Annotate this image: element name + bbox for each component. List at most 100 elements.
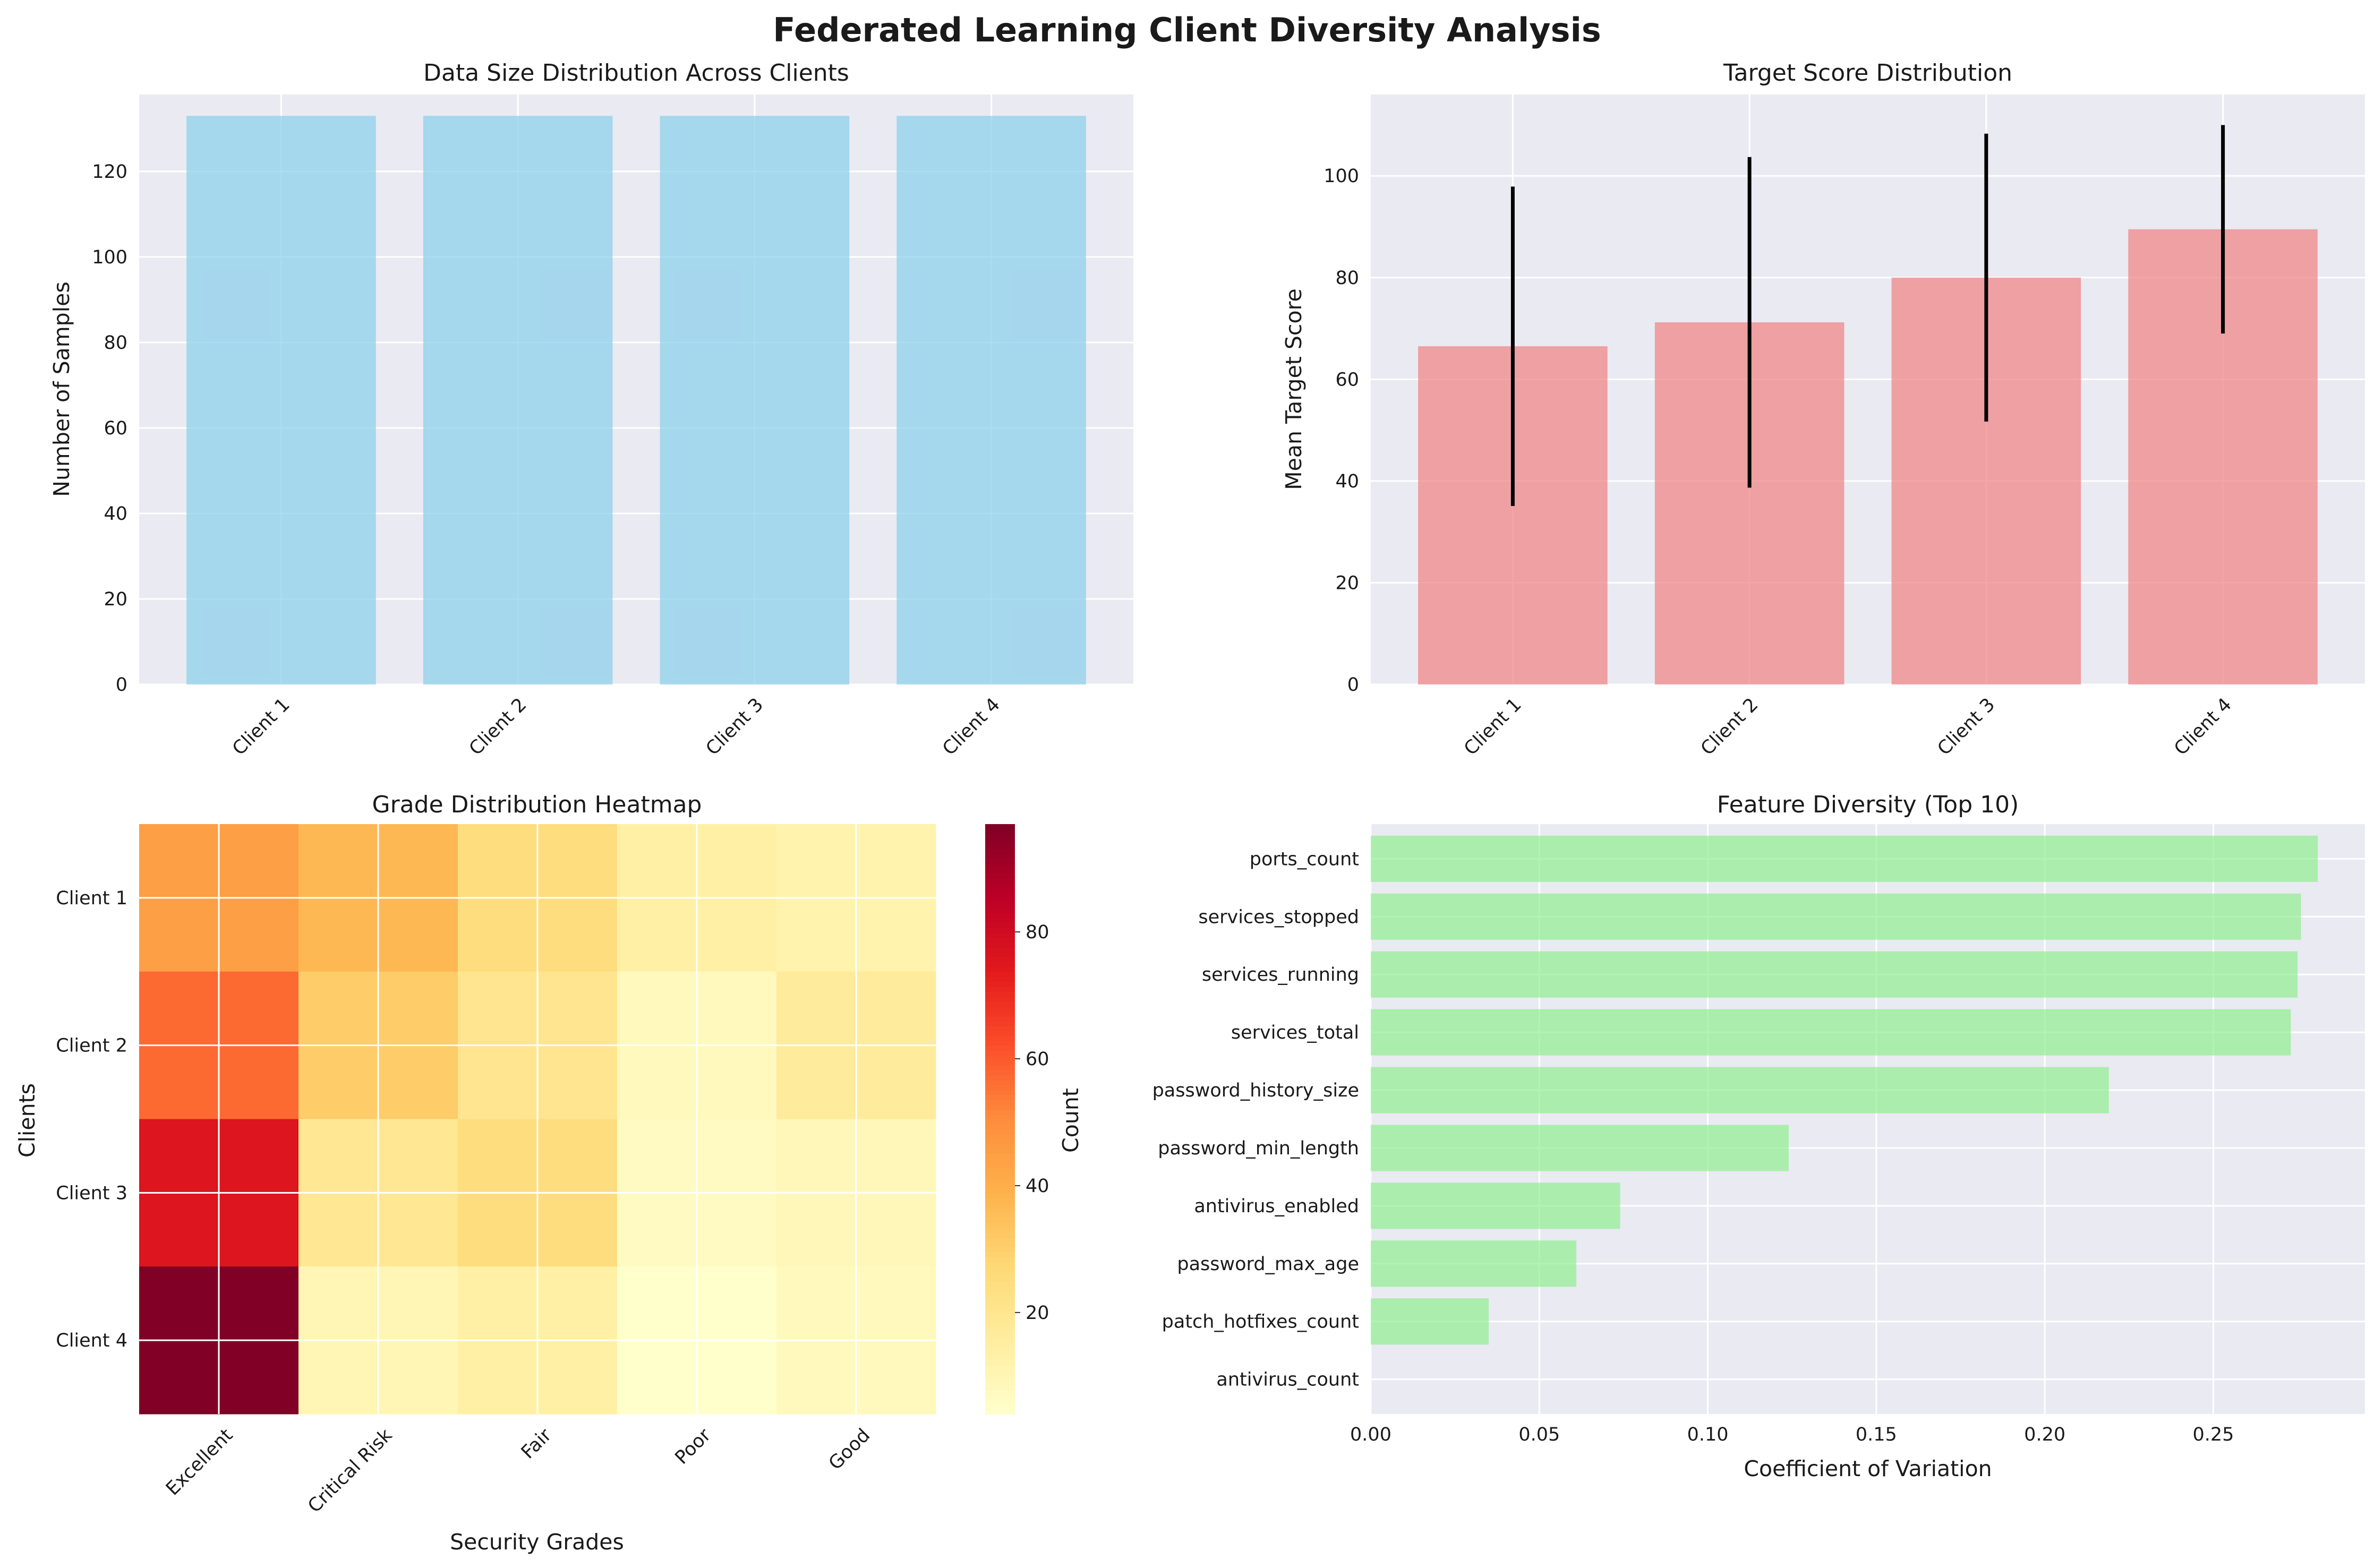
heatmap-x-tick-label: Good xyxy=(825,1425,874,1474)
feature-bar-services-running xyxy=(1371,951,2298,998)
colorbar-swatch xyxy=(985,1321,1015,1326)
colorbar-swatch xyxy=(985,1079,1015,1085)
feature-diversity-y-tick-label: password_max_age xyxy=(1177,1254,1359,1275)
colorbar-swatch xyxy=(985,962,1015,967)
colorbar-swatch xyxy=(985,1010,1015,1017)
target-score-y-tick-label: 20 xyxy=(1335,572,1359,594)
colorbar-swatch xyxy=(985,986,1015,992)
data-size-bar-client-3 xyxy=(660,116,850,684)
data-size-bar-client-2 xyxy=(423,116,613,684)
colorbar-swatch xyxy=(985,834,1015,839)
colorbar-swatch xyxy=(985,853,1015,859)
colorbar-swatch xyxy=(985,991,1015,997)
colorbar-swatch xyxy=(985,1296,1015,1302)
target-score-x-tick-label: Client 2 xyxy=(1697,694,1763,760)
colorbar-swatch xyxy=(985,952,1015,957)
colorbar-swatch xyxy=(985,1409,1015,1415)
data-size-x-tick-label: Client 4 xyxy=(938,694,1004,760)
colorbar-swatch xyxy=(985,1399,1015,1405)
colorbar-swatch xyxy=(985,1035,1015,1041)
feature-bar-patch-hotfixes-count xyxy=(1371,1298,1489,1345)
colorbar-swatch xyxy=(985,1247,1015,1253)
colorbar-swatch xyxy=(985,1084,1015,1090)
colorbar-swatch xyxy=(985,947,1015,953)
heatmap-x-tick-label: Excellent xyxy=(162,1425,237,1500)
colorbar-swatch xyxy=(985,1217,1015,1223)
colorbar-swatch xyxy=(985,838,1015,845)
colorbar-swatch xyxy=(985,1301,1015,1307)
colorbar-swatch xyxy=(985,1001,1015,1007)
colorbar-swatch xyxy=(985,1237,1015,1243)
grade-heatmap-chart: Client 1 Client 2 Client 3 Client 4 Excelle… xyxy=(14,791,1083,1555)
target-score-y-axis-label: Mean Target Score xyxy=(1281,288,1306,490)
colorbar-swatch xyxy=(985,868,1015,874)
colorbar-swatch xyxy=(985,824,1015,830)
feature-diversity-chart: ports_count services_stopped services_runn… xyxy=(1152,791,2365,1481)
colorbar-swatch xyxy=(985,1183,1015,1189)
feature-bar-password-min-length xyxy=(1371,1125,1789,1171)
colorbar-swatch xyxy=(985,1365,1015,1370)
colorbar-swatch xyxy=(985,917,1015,923)
feature-diversity-y-tick-label: services_total xyxy=(1231,1022,1359,1043)
colorbar-swatch xyxy=(985,1286,1015,1292)
heatmap-y-tick-label: Client 3 xyxy=(56,1183,127,1204)
heatmap-y-tick-label: Client 1 xyxy=(56,888,127,909)
heatmap-x-tick-label: Poor xyxy=(671,1425,715,1469)
colorbar-swatch xyxy=(985,1384,1015,1390)
colorbar-swatch xyxy=(985,1030,1015,1036)
colorbar-swatch xyxy=(985,1158,1015,1164)
colorbar-label: Count xyxy=(1058,1088,1083,1153)
grade-heatmap-y-axis-label: Clients xyxy=(14,1083,40,1158)
colorbar-swatch xyxy=(985,1212,1015,1218)
heatmap-y-tick-label: Client 4 xyxy=(56,1330,127,1351)
target-score-y-tick-label: 80 xyxy=(1335,268,1359,289)
feature-bar-ports-count xyxy=(1371,835,2318,882)
grade-heatmap-x-axis-label: Security Grades xyxy=(450,1529,624,1555)
colorbar-swatch xyxy=(985,1360,1015,1366)
colorbar-swatch xyxy=(985,971,1015,978)
colorbar-swatch xyxy=(985,1310,1015,1316)
target-score-y-tick-label: 100 xyxy=(1323,166,1359,187)
colorbar-swatch xyxy=(985,888,1015,894)
colorbar-tick-label: 60 xyxy=(1026,1049,1049,1070)
colorbar-swatch xyxy=(985,1069,1015,1076)
colorbar-swatch xyxy=(985,1094,1015,1100)
feature-diversity-x-tick-label: 0.00 xyxy=(1350,1424,1391,1445)
colorbar-swatch xyxy=(985,858,1015,864)
colorbar-swatch xyxy=(985,1355,1015,1361)
feature-diversity-y-tick-label: patch_hotfixes_count xyxy=(1162,1312,1359,1333)
colorbar-swatch xyxy=(985,1050,1015,1056)
colorbar-swatch xyxy=(985,922,1015,928)
colorbar-swatch xyxy=(985,1153,1015,1159)
colorbar-swatch xyxy=(985,1129,1015,1135)
colorbar-swatch xyxy=(985,878,1015,884)
colorbar-swatch xyxy=(985,956,1015,963)
colorbar-swatch xyxy=(985,1315,1015,1322)
colorbar-swatch xyxy=(985,1149,1015,1154)
colorbar-swatch xyxy=(985,1138,1015,1144)
target-score-x-tick-label: Client 1 xyxy=(1460,694,1526,760)
data-size-y-tick-label: 60 xyxy=(104,418,127,439)
data-size-bar-client-4 xyxy=(896,116,1086,684)
colorbar-swatch xyxy=(985,863,1015,869)
colorbar-swatch xyxy=(985,1134,1015,1139)
colorbar-swatch xyxy=(985,1374,1015,1381)
colorbar-swatch xyxy=(985,844,1015,850)
colorbar-swatch xyxy=(985,897,1015,904)
data-size-chart-title: Data Size Distribution Across Clients xyxy=(423,59,849,87)
colorbar-swatch xyxy=(985,1025,1015,1031)
colorbar-swatch xyxy=(985,1241,1015,1248)
feature-bar-password-history-size xyxy=(1371,1067,2109,1113)
heatmap-x-tick-label: Fair xyxy=(517,1425,556,1463)
colorbar-swatch xyxy=(985,893,1015,898)
colorbar-swatch xyxy=(985,927,1015,933)
feature-diversity-y-tick-label: services_running xyxy=(1202,964,1359,986)
feature-diversity-x-tick-label: 0.10 xyxy=(1687,1424,1729,1445)
colorbar-swatch xyxy=(985,1380,1015,1385)
colorbar-swatch xyxy=(985,1045,1015,1051)
colorbar-swatch xyxy=(985,849,1015,854)
colorbar-swatch xyxy=(985,1291,1015,1297)
grade-heatmap-title: Grade Distribution Heatmap xyxy=(372,791,702,818)
colorbar-swatch xyxy=(985,1325,1015,1331)
data-size-x-tick-label: Client 2 xyxy=(465,694,531,760)
